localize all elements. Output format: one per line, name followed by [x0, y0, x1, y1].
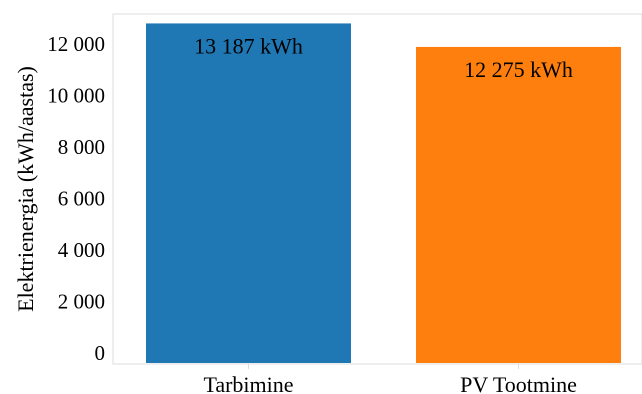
y-tick-label: 4 000 [58, 238, 105, 262]
plot-frame [112, 13, 642, 365]
y-axis-ticks: 0 2 000 4 000 6 000 8 000 10 000 12 000 [47, 32, 105, 365]
y-tick-label: 8 000 [58, 135, 105, 159]
y-tick-label: 10 000 [47, 84, 105, 108]
y-tick-label: 12 000 [47, 32, 105, 56]
y-tick-label: 0 [95, 341, 106, 365]
y-axis-title: Elektrienergia (kWh/aastas) [13, 66, 38, 312]
x-axis-ticks: Tarbimine PV Tootmine [203, 364, 577, 394]
bar-value-label: 13 187 kWh [194, 33, 303, 58]
data-labels: 13 187 kWh 12 275 kWh [194, 33, 573, 81]
bar-tarbimine [146, 23, 351, 363]
bar-pv-tootmine [416, 46, 621, 363]
x-tick-label: PV Tootmine [460, 372, 577, 394]
y-tick-label: 6 000 [58, 187, 105, 211]
bars [146, 23, 621, 363]
x-tick-label: Tarbimine [203, 372, 293, 394]
y-tick-label: 2 000 [58, 290, 105, 314]
bar-value-label: 12 275 kWh [464, 57, 573, 82]
